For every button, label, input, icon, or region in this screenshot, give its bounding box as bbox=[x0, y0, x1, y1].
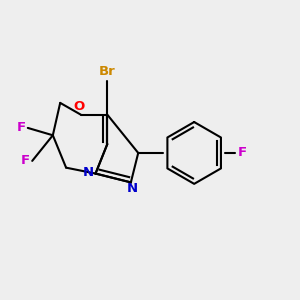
Text: F: F bbox=[21, 154, 30, 167]
Text: Br: Br bbox=[99, 65, 116, 78]
Text: N: N bbox=[127, 182, 138, 195]
Text: F: F bbox=[238, 146, 247, 159]
Text: F: F bbox=[16, 122, 26, 134]
Text: N: N bbox=[83, 166, 94, 178]
Text: O: O bbox=[74, 100, 85, 113]
